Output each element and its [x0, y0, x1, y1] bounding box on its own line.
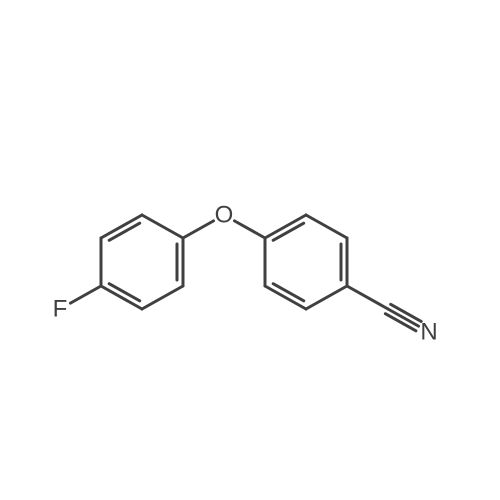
- atom-label-f: F: [53, 296, 68, 323]
- bond-line: [347, 286, 388, 309]
- bond-line: [306, 215, 347, 238]
- bond-line: [234, 221, 265, 238]
- bond-line: [70, 286, 101, 303]
- bond-line: [142, 286, 183, 309]
- bond-line: [183, 221, 214, 238]
- molecule-diagram: F O N: [0, 0, 500, 500]
- atom-label-n: N: [420, 319, 437, 346]
- bond-line: [142, 215, 183, 238]
- atom-label-o: O: [215, 202, 234, 229]
- bond-line: [306, 286, 347, 309]
